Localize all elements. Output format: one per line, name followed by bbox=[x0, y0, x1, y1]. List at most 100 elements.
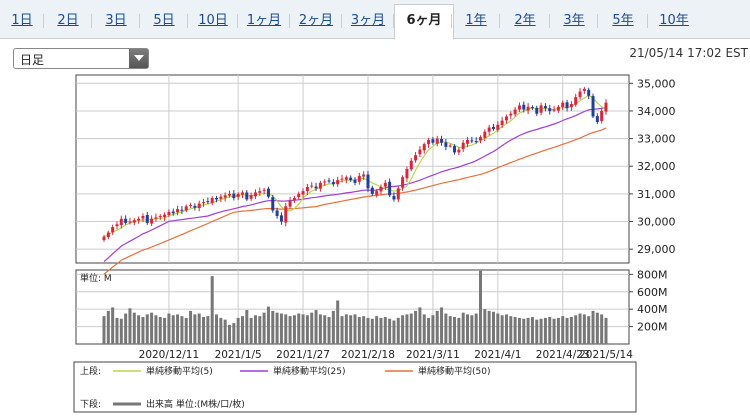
volume-bar bbox=[552, 318, 556, 344]
volume-bar bbox=[392, 320, 396, 344]
candle-body bbox=[154, 217, 158, 219]
candle-body bbox=[232, 193, 236, 199]
candle-body bbox=[124, 218, 128, 223]
tab-11[interactable]: 3年 bbox=[563, 13, 585, 28]
tab-4[interactable]: 10日 bbox=[198, 13, 228, 28]
volume-bar bbox=[422, 314, 426, 344]
volume-bar bbox=[487, 310, 491, 344]
volume-bar bbox=[362, 316, 366, 344]
candle-body bbox=[340, 178, 344, 180]
volume-bar bbox=[327, 317, 331, 344]
volume-bar bbox=[509, 316, 513, 344]
legend-box bbox=[73, 361, 637, 413]
volume-bar bbox=[193, 314, 197, 344]
candle-body bbox=[336, 180, 340, 185]
volume-bar bbox=[258, 316, 262, 344]
candle-body bbox=[444, 142, 448, 147]
x-tick-label: 2021/5/14 bbox=[579, 349, 633, 361]
volume-bar bbox=[232, 323, 236, 344]
tab-5[interactable]: 1ヶ月 bbox=[246, 13, 282, 28]
tab-9[interactable]: 1年 bbox=[465, 13, 487, 28]
candle-body bbox=[569, 104, 573, 108]
candle-body bbox=[193, 205, 197, 208]
tab-2[interactable]: 3日 bbox=[105, 13, 127, 28]
volume-tick-label: 200M bbox=[637, 321, 668, 334]
volume-bar bbox=[409, 313, 413, 344]
price-panel-frame bbox=[75, 74, 630, 264]
volume-bar bbox=[500, 315, 504, 344]
candle-body bbox=[453, 146, 457, 153]
tab-1[interactable]: 2日 bbox=[57, 13, 79, 28]
candle-body bbox=[491, 126, 495, 129]
candle-body bbox=[219, 196, 223, 199]
volume-bar bbox=[582, 314, 586, 344]
volume-bar bbox=[548, 317, 552, 344]
x-tick-label: 2021/1/27 bbox=[276, 349, 330, 361]
x-tick-label: 2021/4/1 bbox=[474, 349, 521, 361]
volume-bar bbox=[504, 314, 508, 344]
candle-body bbox=[418, 149, 422, 155]
tab-separator bbox=[597, 14, 598, 28]
volume-bar bbox=[344, 314, 348, 344]
candle-body bbox=[145, 215, 149, 223]
volume-bar bbox=[349, 315, 353, 344]
tab-13[interactable]: 10年 bbox=[659, 13, 689, 28]
volume-bar bbox=[236, 317, 240, 344]
candle-body bbox=[245, 192, 249, 200]
volume-tick-label: 800M bbox=[637, 268, 668, 281]
tab-12[interactable]: 5年 bbox=[612, 13, 634, 28]
candle-body bbox=[379, 186, 383, 192]
tab-8[interactable]: 6ヶ月 bbox=[394, 4, 454, 40]
candle-body bbox=[262, 189, 266, 191]
candle-body bbox=[535, 107, 539, 114]
volume-bar bbox=[176, 314, 180, 344]
price-tick-label: 30,000 bbox=[637, 216, 676, 229]
candle-body bbox=[249, 195, 253, 199]
tab-10[interactable]: 2年 bbox=[514, 13, 536, 28]
volume-bar bbox=[310, 312, 314, 344]
candle-body bbox=[401, 177, 405, 188]
candle-body bbox=[591, 96, 595, 117]
tab-7[interactable]: 3ヶ月 bbox=[350, 13, 386, 28]
volume-bar bbox=[604, 317, 608, 344]
volume-bar bbox=[266, 306, 270, 344]
volume-bar bbox=[336, 300, 340, 344]
tab-separator bbox=[289, 14, 290, 28]
period-tab-bar: 1日 2日 3日 5日 10日 1ヶ月 2ヶ月 3ヶ月 6ヶ月 1年 2年 3年 5年 10年 bbox=[0, 0, 750, 40]
volume-bar bbox=[383, 317, 387, 344]
candle-body bbox=[431, 139, 435, 143]
candle-period-value: 日足 bbox=[20, 53, 45, 67]
candle-body bbox=[236, 193, 240, 198]
volume-bar bbox=[106, 310, 110, 344]
candle-period-select[interactable]: 日足 bbox=[13, 48, 149, 69]
volume-bar bbox=[587, 316, 591, 344]
volume-bar bbox=[366, 317, 370, 344]
volume-bar bbox=[561, 316, 565, 344]
candle-body bbox=[310, 185, 314, 187]
volume-bar bbox=[301, 314, 305, 344]
volume-bar bbox=[574, 315, 578, 344]
tab-0[interactable]: 1日 bbox=[11, 13, 33, 28]
candle-body bbox=[344, 177, 348, 180]
volume-bar bbox=[111, 307, 115, 344]
candle-body bbox=[180, 209, 184, 211]
volume-bar bbox=[210, 276, 214, 344]
volume-bar bbox=[102, 316, 106, 344]
volume-bar bbox=[496, 313, 500, 344]
volume-bar bbox=[414, 310, 418, 344]
volume-bar bbox=[223, 319, 227, 344]
candle-body bbox=[574, 97, 578, 105]
tab-6[interactable]: 2ヶ月 bbox=[298, 13, 334, 28]
tab-3[interactable]: 5日 bbox=[153, 13, 175, 28]
volume-bar bbox=[305, 315, 309, 344]
candle-body bbox=[457, 149, 461, 153]
volume-bar bbox=[513, 317, 517, 344]
volume-bar bbox=[132, 312, 136, 344]
volume-bar bbox=[353, 314, 357, 344]
candle-body bbox=[587, 89, 591, 96]
dropdown-arrow-icon[interactable] bbox=[129, 49, 148, 68]
candle-body bbox=[288, 200, 292, 207]
price-tick-label: 34,000 bbox=[637, 105, 676, 118]
legend-ma-label: 単純移動平均(50) bbox=[418, 365, 490, 377]
volume-bar bbox=[119, 318, 123, 344]
